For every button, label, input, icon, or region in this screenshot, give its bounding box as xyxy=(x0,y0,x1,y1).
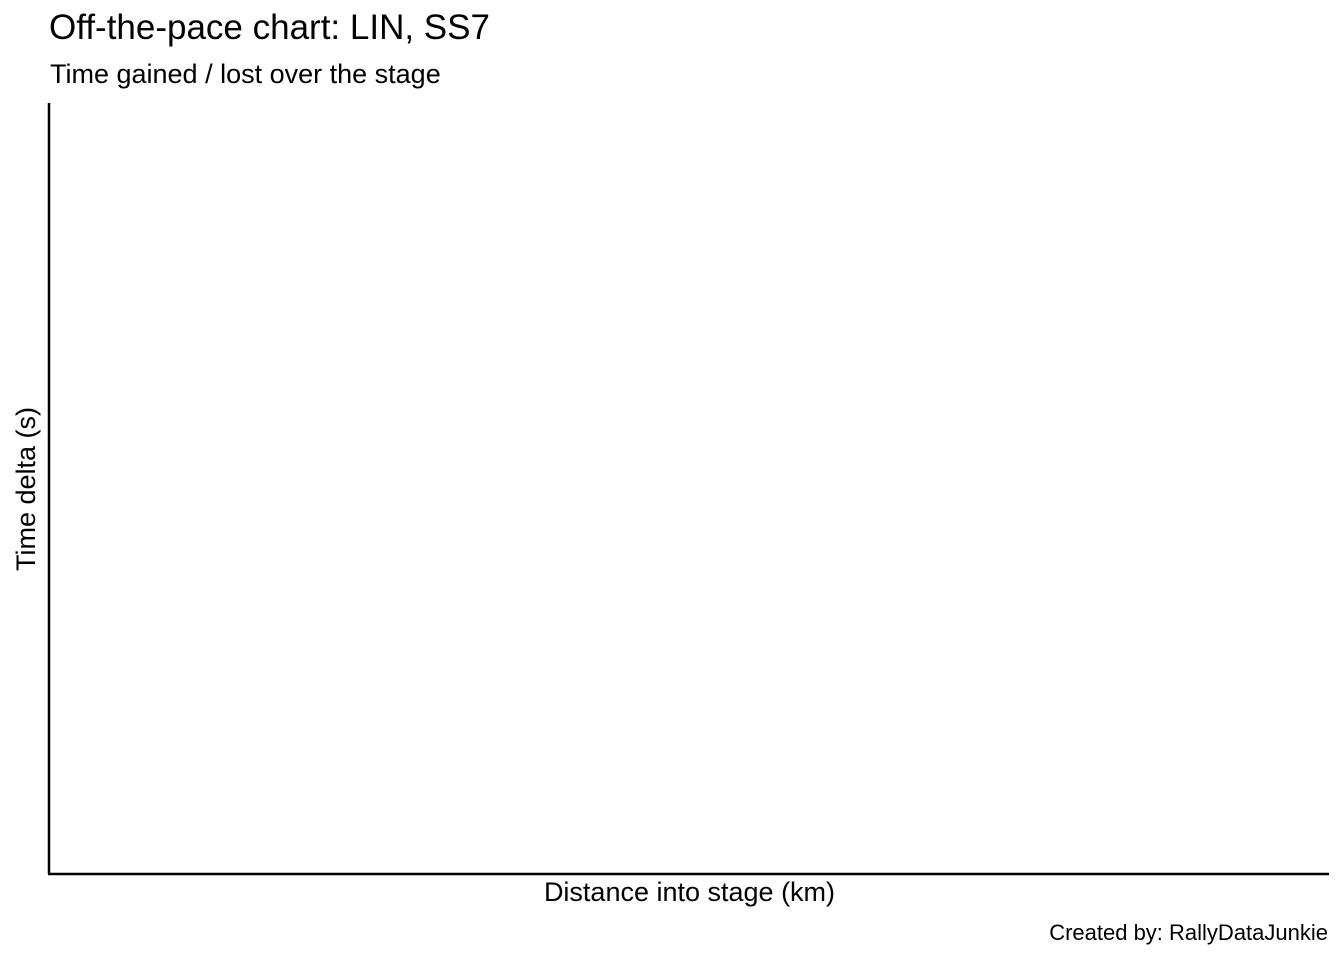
chart-subtitle: Time gained / lost over the stage xyxy=(50,59,441,89)
chart-caption: Created by: RallyDataJunkie xyxy=(1049,920,1328,945)
x-axis-label: Distance into stage (km) xyxy=(543,877,836,907)
y-axis-label: Time delta (s) xyxy=(11,406,41,572)
chart-title: Off-the-pace chart: LIN, SS7 xyxy=(49,8,490,47)
